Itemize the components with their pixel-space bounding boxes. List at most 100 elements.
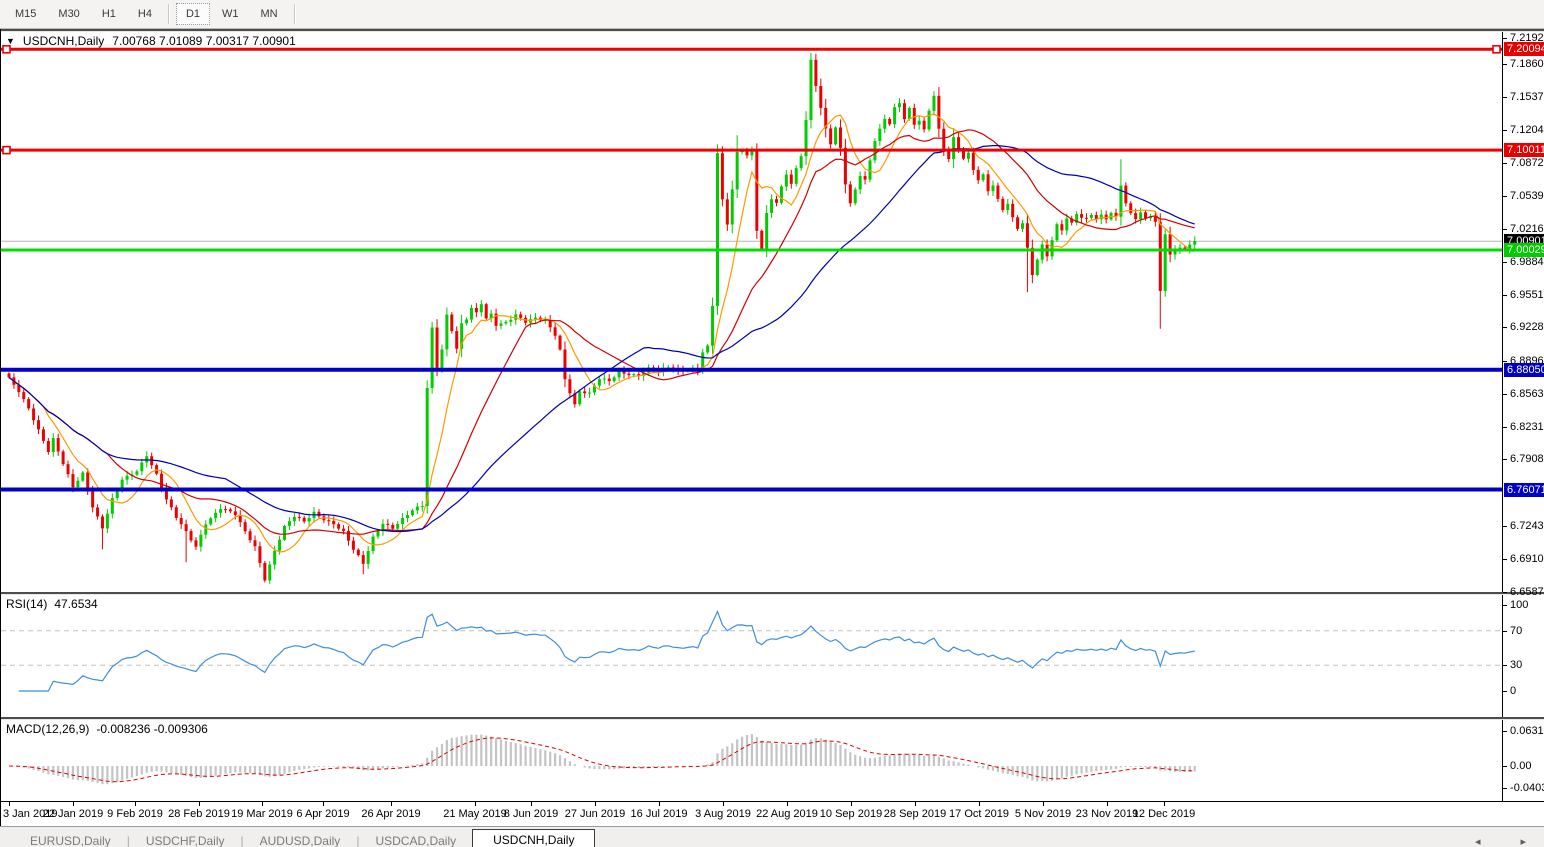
date-tick-label: 27 Jun 2019	[564, 808, 626, 820]
price-badge: 7.20094	[1504, 42, 1544, 57]
macd-indicator-label: MACD(12,26,9) -0.008236 -0.009306	[6, 722, 208, 736]
price-tick-label: 7.08720	[1510, 157, 1544, 170]
date-tick-mark	[1164, 802, 1165, 806]
chart-symbol-label: USDCNH,Daily	[22, 34, 105, 48]
rsi-tick-label: 0	[1510, 685, 1517, 697]
tab-scroll-left-button[interactable]: ◂	[1474, 836, 1481, 847]
price-tick-label: 6.79080	[1510, 453, 1544, 466]
price-tick-label: 6.92285	[1510, 321, 1544, 334]
date-tick-label: 28 Feb 2019	[168, 808, 230, 820]
macd-pane: MACD(12,26,9) -0.008236 -0.009306 0.0631…	[1, 720, 1544, 801]
timeframe-button-h4[interactable]: H4	[137, 8, 152, 20]
date-axis-row: 3 Jan 2019 22 Jan 2019 9 Feb 2019 28 Feb 20…	[1, 801, 1544, 826]
price-tick-label: 6.65875	[1510, 585, 1544, 598]
rsi-tick-label: 30	[1510, 659, 1523, 672]
price-tick-mark	[1503, 261, 1508, 263]
price-tick-label: 6.85635	[1510, 387, 1544, 400]
price-tick-label: 7.05395	[1510, 190, 1544, 203]
collapse-arrow-icon[interactable]: ▼	[6, 36, 15, 46]
price-tick-label: 7.02165	[1510, 222, 1544, 235]
date-tick-label: 21 May 2019	[443, 808, 507, 820]
chart-tab-eurusd[interactable]: EURUSD,Daily	[30, 834, 111, 847]
date-tick-label: 3 Aug 2019	[695, 808, 751, 820]
timeframe-button-h1[interactable]: H1	[101, 8, 116, 20]
price-tick-mark	[1503, 196, 1508, 198]
date-tick-mark	[199, 802, 200, 806]
chart-title: ▼ USDCNH,Daily 7.00768 7.01089 7.00317 7…	[6, 34, 296, 48]
price-tick-mark	[1503, 327, 1508, 329]
chart-tab-audusd[interactable]: AUDUSD,Daily	[259, 834, 341, 847]
date-tick-label: 22 Aug 2019	[756, 808, 818, 820]
macd-tick-label: -0.040355	[1510, 782, 1544, 795]
price-tick-mark	[1503, 591, 1508, 593]
price-tick-mark	[1503, 38, 1508, 39]
macd-values: -0.008236 -0.009306	[96, 722, 208, 736]
date-tick-mark	[1043, 802, 1044, 806]
axis-corner	[1502, 802, 1544, 826]
timeframe-button-m15[interactable]: M15	[15, 8, 37, 20]
date-tick-mark	[659, 802, 660, 806]
price-tick-mark	[1503, 393, 1508, 395]
tab-scroll-right-button[interactable]: ▸	[1520, 836, 1526, 847]
price-tick-mark	[1503, 525, 1508, 527]
date-tick-mark	[595, 802, 596, 806]
timeframe-button-d1[interactable]: D1	[175, 3, 210, 25]
price-tick-mark	[1503, 96, 1508, 98]
macd-axis: 0.063184 0.00 -0.040355	[1502, 720, 1544, 801]
price-tick-mark	[1503, 129, 1508, 131]
chart-tab-usdchf[interactable]: USDCHF,Daily	[145, 834, 225, 847]
price-tick-label: 7.15370	[1510, 90, 1544, 103]
date-tick-label: 17 Oct 2019	[949, 808, 1009, 820]
pane-separator[interactable]	[1, 592, 1544, 595]
date-axis[interactable]: 3 Jan 2019 22 Jan 2019 9 Feb 2019 28 Feb 20…	[1, 802, 1503, 826]
price-tick-mark	[1503, 459, 1508, 461]
date-tick-mark	[787, 802, 788, 806]
chart-tab-usdcnh[interactable]: USDCNH,Daily	[472, 829, 596, 847]
rsi-canvas[interactable]: RSI(14) 47.6534	[1, 595, 1503, 717]
rsi-tick-label: 70	[1510, 624, 1523, 637]
date-tick-label: 6 Apr 2019	[296, 808, 350, 820]
date-tick-label: 8 Jun 2019	[503, 808, 559, 820]
rsi-pane: RSI(14) 47.6534 100 70 30 0	[1, 595, 1544, 717]
date-tick-label: 23 Nov 2019	[1075, 808, 1139, 820]
price-tick-mark	[1503, 427, 1508, 429]
price-tick-label: 6.72430	[1510, 519, 1544, 532]
chart-window: ▼ USDCNH,Daily 7.00768 7.01089 7.00317 7…	[0, 29, 1544, 826]
chart-tab-usdcad[interactable]: USDCAD,Daily	[375, 834, 457, 847]
rsi-tick-mark	[1503, 665, 1508, 667]
macd-tick-mark	[1503, 730, 1508, 732]
toolbar-divider	[293, 4, 296, 24]
date-tick-label: 28 Sep 2019	[883, 808, 947, 820]
price-tick-label: 6.82310	[1510, 421, 1544, 434]
chart-ohlc-values: 7.00768 7.01089 7.00317 7.00901	[112, 34, 296, 48]
date-tick-label: 16 Jul 2019	[630, 808, 688, 820]
pane-separator[interactable]	[1, 717, 1544, 720]
main-chart-canvas[interactable]: ▼ USDCNH,Daily 7.00768 7.01089 7.00317 7…	[1, 32, 1503, 592]
macd-tick-label: 0.00	[1510, 760, 1532, 772]
timeframe-button-m30[interactable]: M30	[58, 8, 80, 20]
price-badge: 6.76071	[1504, 482, 1544, 497]
price-badge: 7.10011	[1504, 143, 1544, 158]
macd-canvas[interactable]: MACD(12,26,9) -0.008236 -0.009306	[1, 720, 1503, 801]
rsi-tick-label: 100	[1510, 599, 1529, 611]
price-tick-mark	[1503, 64, 1508, 66]
rsi-tick-mark	[1503, 691, 1508, 692]
rsi-tick-mark	[1503, 630, 1508, 632]
macd-tick-mark	[1503, 788, 1508, 790]
timeframe-button-mn[interactable]: MN	[260, 8, 278, 20]
date-tick-mark	[851, 802, 852, 806]
main-price-pane: ▼ USDCNH,Daily 7.00768 7.01089 7.00317 7…	[1, 32, 1544, 598]
price-tick-mark	[1503, 295, 1508, 297]
price-tick-label: 6.95515	[1510, 289, 1544, 302]
date-tick-label: 22 Jan 2019	[42, 808, 104, 820]
tab-divider: |	[126, 834, 130, 847]
date-tick-mark	[73, 802, 74, 806]
date-tick-mark	[475, 802, 476, 806]
rsi-indicator-label: RSI(14) 47.6534	[6, 597, 98, 611]
price-badge: 6.88050	[1504, 362, 1544, 377]
date-tick-label: 5 Nov 2019	[1014, 808, 1072, 820]
timeframe-button-w1[interactable]: W1	[222, 8, 239, 20]
rsi-axis: 100 70 30 0	[1502, 595, 1544, 717]
price-tick-label: 7.18600	[1510, 58, 1544, 71]
